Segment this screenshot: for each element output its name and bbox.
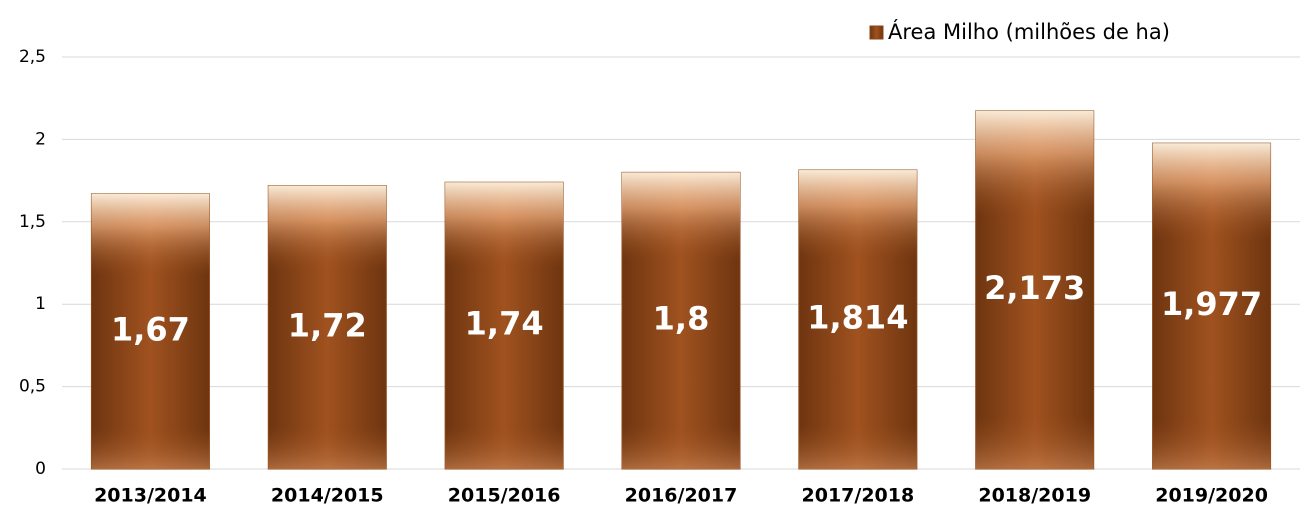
y-tick-label: 1,5: [19, 212, 46, 232]
bar-shine: [268, 185, 387, 469]
y-tick-label: 0: [35, 459, 46, 479]
y-tick-label: 2: [35, 129, 46, 149]
value-label: 1,74: [465, 305, 544, 343]
x-tick-label: 2014/2015: [271, 485, 384, 507]
bar-shine: [622, 172, 740, 470]
y-tick-label: 0,5: [19, 377, 46, 397]
value-label: 1,72: [288, 306, 367, 344]
x-tick-label: 2018/2019: [978, 485, 1091, 507]
y-tick-label: 1: [35, 294, 46, 314]
bar-shine: [1152, 143, 1271, 469]
x-tick-label: 2017/2018: [802, 485, 915, 507]
value-label: 2,173: [984, 269, 1085, 307]
y-tick-label: 2,5: [19, 47, 46, 67]
x-tick-label: 2013/2014: [94, 485, 207, 507]
bar-shine: [798, 170, 917, 469]
bar-shine: [445, 182, 564, 470]
x-tick-label: 2015/2016: [448, 485, 561, 507]
value-label: 1,67: [111, 310, 190, 348]
value-label: 1,977: [1161, 285, 1262, 323]
bar-shine: [91, 193, 210, 469]
value-label: 1,8: [653, 300, 710, 338]
bar-shine: [975, 110, 1094, 470]
legend-swatch: [869, 25, 884, 40]
x-tick-label: 2019/2020: [1155, 485, 1268, 507]
legend-label: Área Milho (milhões de ha): [888, 19, 1170, 44]
value-label: 1,814: [807, 299, 908, 337]
x-tick-label: 2016/2017: [625, 485, 738, 507]
